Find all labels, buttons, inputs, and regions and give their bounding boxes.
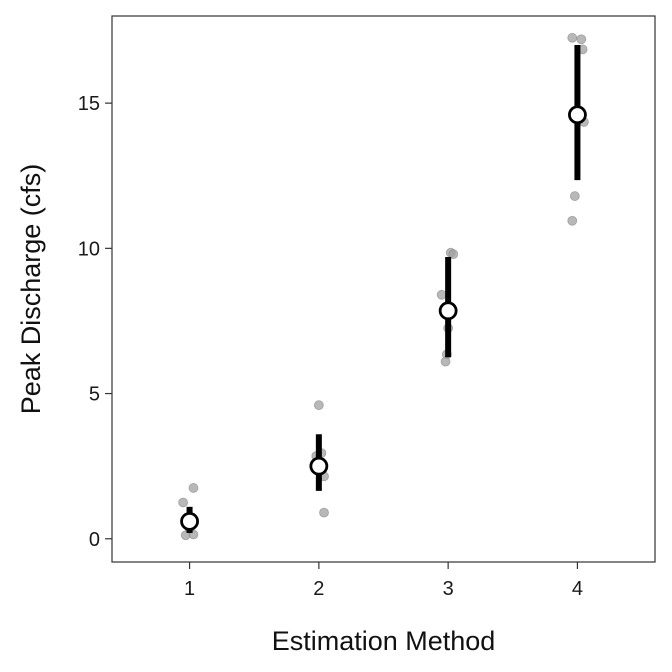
data-point (576, 34, 587, 45)
mean-marker-method-3 (438, 301, 458, 321)
data-point (319, 507, 329, 518)
data-point (567, 215, 578, 226)
x-tick-label: 4 (572, 578, 583, 600)
data-point (178, 497, 189, 508)
data-point (436, 289, 447, 300)
data-point (569, 191, 580, 201)
means (180, 105, 587, 531)
x-axis-title: Estimation Method (272, 626, 496, 656)
data-point (313, 400, 324, 411)
plot-panel (111, 15, 656, 563)
y-tick-label: 15 (78, 93, 100, 115)
mean-marker-method-4 (568, 105, 587, 125)
y-tick-label: 0 (89, 529, 100, 551)
y-tick-label: 10 (78, 238, 100, 260)
x-tick-label: 2 (313, 578, 324, 600)
x-axis: 1 2 3 4 (184, 562, 583, 600)
y-axis-title: Peak Discharge (cfs) (16, 164, 46, 415)
y-axis: 0 5 10 15 (78, 93, 112, 551)
x-tick-label: 3 (443, 578, 454, 600)
mean-marker-method-1 (180, 511, 199, 531)
y-tick-label: 5 (89, 384, 100, 406)
mean-marker-method-2 (309, 456, 329, 476)
data-point (440, 356, 451, 367)
data-point (448, 249, 459, 260)
data-point (567, 32, 578, 43)
data-point (188, 483, 199, 493)
x-tick-label: 1 (184, 578, 195, 600)
